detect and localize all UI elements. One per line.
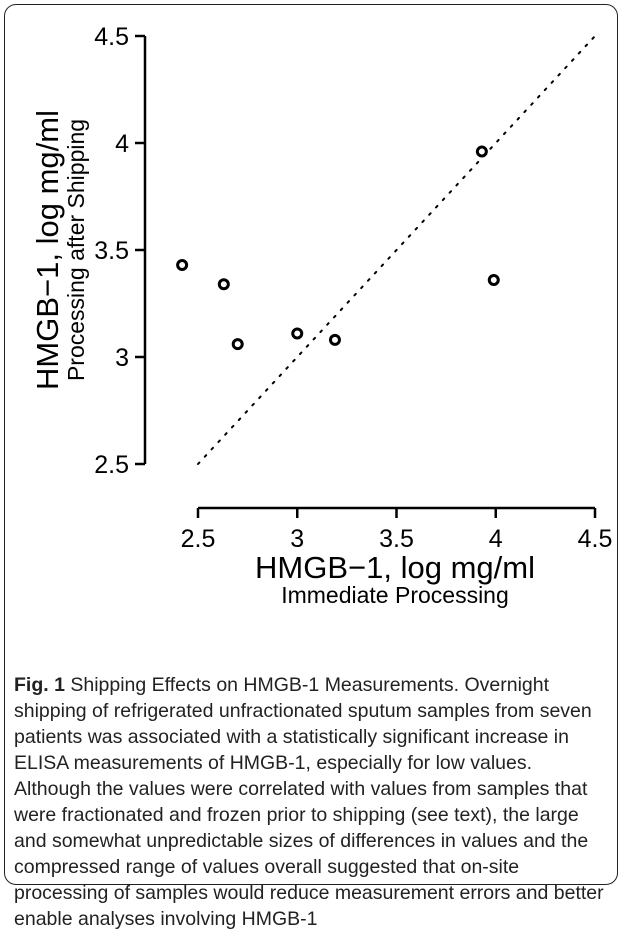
x-tick-label: 3.5 bbox=[379, 525, 414, 553]
x-tick-label: 4 bbox=[489, 525, 503, 553]
scatter-chart: 2.5 3 3.5 4 4.5 2.5 3 3.5 4 4.5 HMGB−1, log mg/m… bbox=[30, 23, 613, 608]
y-axis-title: HMGB−1, log mg/ml Processing after Shipp… bbox=[30, 110, 89, 390]
caption-title: Shipping Effects on HMGB-1 Measurements. bbox=[70, 674, 460, 696]
identity-reference-line bbox=[197, 35, 596, 465]
data-point bbox=[328, 333, 341, 346]
figure-frame bbox=[4, 4, 618, 885]
y-axis: 2.5 3 3.5 4 4.5 bbox=[94, 23, 147, 479]
data-point bbox=[475, 145, 488, 158]
data-points bbox=[176, 145, 500, 351]
data-point bbox=[176, 258, 189, 271]
data-point bbox=[217, 278, 230, 291]
x-axis-label: HMGB−1, log mg/ml bbox=[255, 550, 535, 585]
y-tick-label: 3.5 bbox=[94, 237, 129, 265]
x-axis: 2.5 3 3.5 4 4.5 bbox=[181, 506, 613, 553]
data-point bbox=[487, 273, 500, 286]
x-tick-label: 4.5 bbox=[578, 525, 613, 553]
y-axis-label: HMGB−1, log mg/ml bbox=[30, 110, 65, 390]
y-tick-label: 2.5 bbox=[94, 451, 129, 479]
y-axis-sublabel: Processing after Shipping bbox=[63, 119, 89, 381]
data-point bbox=[231, 338, 244, 351]
figure-caption: Fig. 1 Shipping Effects on HMGB-1 Measur… bbox=[14, 672, 610, 932]
caption-text: Overnight shipping of refrigerated unfra… bbox=[14, 674, 604, 930]
data-point bbox=[291, 327, 304, 340]
x-tick-label: 3 bbox=[290, 525, 304, 553]
caption-label: Fig. 1 bbox=[14, 674, 65, 696]
y-tick-label: 3 bbox=[115, 344, 129, 372]
x-tick-label: 2.5 bbox=[181, 525, 216, 553]
y-tick-label: 4.5 bbox=[94, 23, 129, 51]
y-tick-label: 4 bbox=[115, 130, 129, 158]
x-axis-sublabel: Immediate Processing bbox=[281, 582, 509, 608]
